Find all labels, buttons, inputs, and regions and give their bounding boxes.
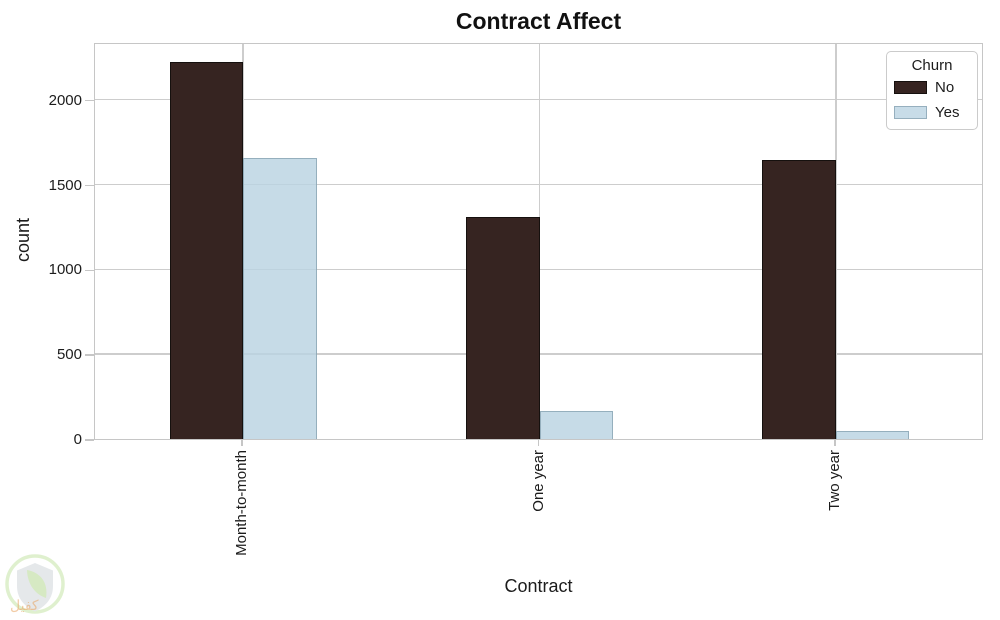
y-tick-label: 0 [73,431,82,448]
bar-yes-2 [835,430,910,439]
legend-swatch-no [894,81,927,94]
gridline-vertical [835,44,837,439]
y-tick-label: 500 [56,346,82,364]
legend-label-no: No [935,79,955,96]
gridline-vertical [538,44,541,439]
legend: Churn No Yes [886,51,978,130]
legend-title: Churn [911,57,953,74]
legend-label-yes: Yes [935,104,960,121]
y-tick-label: 1500 [48,176,82,194]
watermark-logo-icon [5,554,65,614]
gridline-horizontal [95,98,982,101]
watermark-text: كفيل [10,597,39,613]
bar-yes-0 [243,158,317,439]
bar-no-0 [169,62,244,439]
y-axis-label: count [13,217,33,263]
x-tick-label: One year [529,450,547,512]
shield-shape [17,563,53,612]
y-tick-mark [85,269,94,272]
legend-swatch-yes [894,106,927,119]
x-tick-mark [834,440,836,446]
bar-no-2 [762,159,836,439]
x-tick-mark [241,440,243,446]
y-tick-mark [85,354,94,356]
x-tick-mark [537,440,540,446]
gridline-horizontal [95,183,982,186]
y-tick-label: 2000 [48,91,82,109]
x-tick-label: Two year [825,450,843,511]
leaf-shape [27,570,47,598]
chart-title: Contract Affect [455,8,622,34]
y-tick-mark [85,184,94,187]
y-tick-label: 1000 [48,261,82,279]
x-axis-label: Contract [504,576,573,596]
plot-area [94,43,983,440]
bar-yes-1 [539,410,613,439]
legend-row-no: No [894,75,970,100]
x-tick-label: Month-to-month [233,450,251,556]
y-tick-mark [85,439,94,441]
legend-row-yes: Yes [894,100,970,125]
y-tick-mark [85,99,94,102]
bar-no-1 [466,217,540,439]
